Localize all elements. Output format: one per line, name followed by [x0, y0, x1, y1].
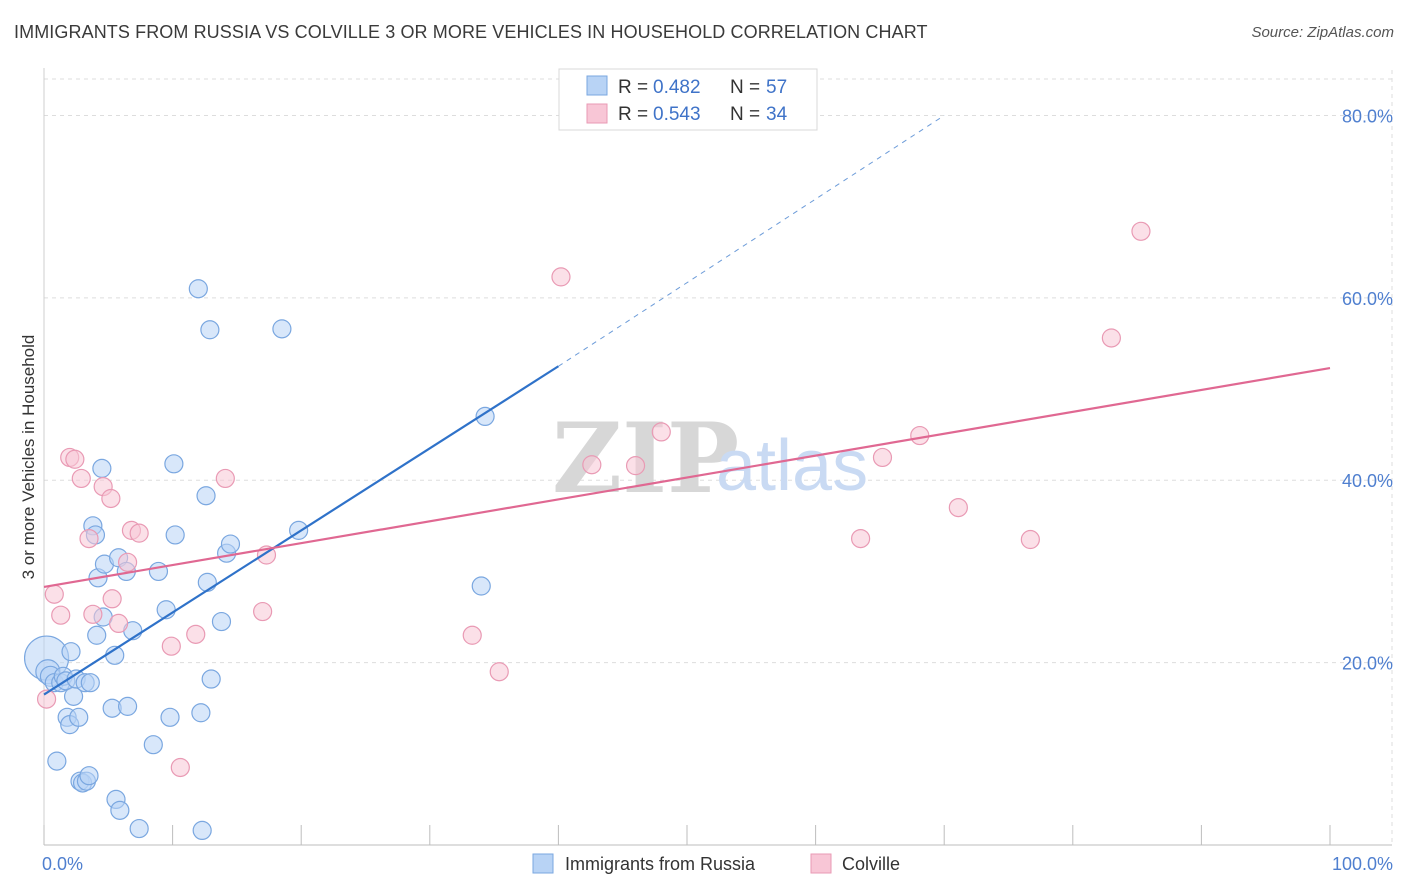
colville-point-24: [582, 455, 602, 475]
russia-point-41: [165, 525, 185, 545]
legend: R = 0.482 N = 57 R = 0.543 N = 34: [558, 68, 818, 131]
colville-point-4: [65, 449, 85, 469]
colville-point-31: [1020, 529, 1040, 550]
legend-swatch-colville: [586, 103, 608, 124]
russia-point-22: [87, 625, 107, 645]
russia-point-33: [117, 696, 138, 716]
legend-n-label-colville: N =: [730, 104, 760, 125]
russia-point-4: [47, 751, 67, 771]
russia-point-43: [191, 703, 211, 723]
colville-point-32: [1101, 328, 1121, 348]
legend-n-value-colville: 34: [766, 104, 788, 125]
x-tick-label-1: 100.0%: [1332, 854, 1393, 874]
russia-point-46: [197, 572, 217, 592]
russia-point-31: [110, 800, 130, 820]
russia-point-44: [192, 820, 212, 841]
russia-point-48: [201, 669, 221, 689]
russia-point-49: [211, 611, 232, 632]
russia-point-35: [129, 818, 149, 839]
russia-point-55: [475, 406, 495, 427]
y-axis-label: 3 or more Vehicles in Household: [19, 335, 38, 580]
colville-point-16: [170, 757, 190, 778]
legend-r-label-colville: R =: [618, 104, 648, 125]
colville-trendline: [43, 366, 1331, 589]
colville-point-21: [462, 625, 482, 645]
russia-trendline: [43, 365, 559, 696]
colville-point-27: [851, 528, 871, 549]
colville-point-1: [44, 584, 64, 604]
colville-point-14: [129, 523, 149, 543]
y-tick-label-0: 20.0%: [1342, 654, 1393, 674]
colville-point-30: [948, 497, 968, 518]
y-tick-label-3: 80.0%: [1342, 106, 1393, 126]
russia-point-19: [80, 673, 100, 693]
colville-point-7: [83, 604, 103, 624]
colville-point-26: [651, 422, 671, 442]
watermark-zip: ZIP: [552, 402, 739, 515]
colville-point-18: [215, 468, 235, 489]
russia-point-24: [92, 458, 112, 478]
russia-point-40: [164, 454, 184, 474]
colville-point-2: [51, 605, 71, 625]
russia-point-13: [69, 707, 89, 727]
colville-point-29: [910, 425, 930, 446]
bottom-legend-label-colville: Colville: [842, 854, 900, 874]
chart-title: IMMIGRANTS FROM RUSSIA VS COLVILLE 3 OR …: [14, 22, 928, 42]
colville-point-17: [186, 624, 206, 644]
russia-point-36: [143, 735, 163, 755]
colville-point-5: [71, 468, 91, 489]
russia-point-10: [61, 642, 81, 662]
russia-point-37: [148, 561, 169, 582]
russia-point-42: [188, 279, 208, 299]
series-russia-points: [23, 279, 495, 841]
series-colville-points: [36, 221, 1151, 778]
watermark: ZIP atlas: [552, 402, 868, 515]
colville-point-0: [36, 689, 57, 709]
colville-point-33: [1131, 221, 1151, 241]
legend-swatch-russia: [586, 75, 608, 96]
colville-point-22: [489, 662, 509, 682]
legend-r-label-russia: R =: [618, 77, 648, 98]
russia-point-45: [196, 486, 216, 506]
y-tick-label-2: 60.0%: [1342, 289, 1393, 309]
source-label: Source: ZipAtlas.com: [1251, 24, 1394, 41]
legend-n-value-russia: 57: [766, 77, 787, 98]
legend-n-label-russia: N =: [730, 77, 760, 98]
russia-point-18: [79, 766, 99, 786]
x-tick-label-0: 0.0%: [42, 854, 83, 874]
gridlines: [44, 70, 1393, 845]
watermark-atlas: atlas: [716, 426, 868, 506]
russia-point-47: [200, 320, 220, 340]
colville-point-28: [872, 447, 893, 468]
x-tick-labels: 0.0% 100.0%: [42, 854, 1393, 874]
colville-point-23: [551, 267, 571, 287]
russia-trendline-extension: [558, 115, 945, 367]
colville-point-25: [625, 456, 646, 476]
legend-r-value-colville: 0.543: [653, 104, 701, 125]
bottom-legend: Immigrants from Russia Colville: [532, 853, 900, 874]
colville-point-9: [101, 488, 121, 509]
trendlines: [43, 115, 1331, 696]
russia-point-39: [160, 707, 180, 727]
colville-point-10: [102, 589, 122, 609]
colville-point-11: [108, 613, 129, 634]
bottom-legend-swatch-colville: [810, 853, 832, 874]
y-tick-label-1: 40.0%: [1342, 471, 1393, 491]
legend-r-value-russia: 0.482: [653, 77, 701, 98]
russia-point-51: [220, 534, 241, 554]
colville-point-19: [253, 601, 273, 622]
bottom-legend-swatch-russia: [532, 853, 554, 874]
y-tick-labels: 20.0% 40.0% 60.0% 80.0%: [1342, 106, 1393, 673]
russia-point-52: [272, 319, 292, 339]
colville-point-12: [117, 552, 138, 572]
bottom-legend-label-russia: Immigrants from Russia: [565, 854, 756, 874]
russia-point-54: [471, 576, 491, 596]
axes: [43, 68, 1392, 846]
colville-point-6: [79, 528, 99, 549]
colville-point-15: [161, 636, 181, 656]
